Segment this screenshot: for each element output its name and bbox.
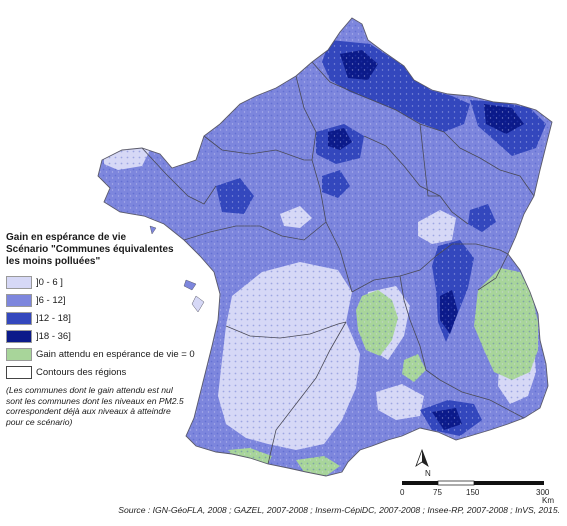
scale-tick-0: 0 — [400, 488, 405, 497]
legend-row: Contours des régions — [6, 364, 246, 380]
scale-tick-300: 300 — [536, 488, 550, 497]
legend-title: Gain en espérance de vie Scénario "Commu… — [6, 232, 174, 267]
north-label: N — [425, 469, 431, 478]
scale-tick-75: 75 — [433, 488, 442, 497]
map-legend: Gain en espérance de vie Scénario "Commu… — [6, 232, 246, 427]
island-re — [183, 279, 197, 291]
north-arrow-icon — [415, 448, 429, 468]
legend-row: Gain attendu en espérance de vie = 0 — [6, 346, 246, 362]
scale-tick-150: 150 — [466, 488, 480, 497]
legend-note: (Les communes dont le gain attendu est n… — [6, 385, 184, 427]
legend-swatch — [6, 311, 32, 325]
legend-classes: ]0 - 6 ] ]6 - 12] ]12 - 18] ]18 - 36] Gain a… — [6, 274, 246, 380]
legend-row: ]12 - 18] — [6, 310, 246, 326]
scale-unit: Km — [542, 496, 554, 504]
legend-swatch — [6, 329, 32, 343]
legend-row: ]18 - 36] — [6, 328, 246, 344]
legend-swatch — [6, 347, 32, 361]
legend-row: ]0 - 6 ] — [6, 274, 246, 290]
island-oleron — [191, 295, 205, 313]
legend-label: ]0 - 6 ] — [36, 276, 63, 288]
legend-label: ]18 - 36] — [36, 330, 71, 342]
france-outline — [97, 17, 553, 477]
legend-label: Contours des régions — [36, 366, 127, 378]
scale-segments — [402, 480, 544, 486]
legend-swatch — [6, 275, 32, 289]
legend-swatch — [6, 293, 32, 307]
source-credit: Source : IGN-GéoFLA, 2008 ; GAZEL, 2007-… — [118, 505, 560, 515]
region-contours — [141, 61, 535, 465]
island-belle-ile — [149, 225, 157, 235]
legend-label: ]12 - 18] — [36, 312, 71, 324]
legend-row: ]6 - 12] — [6, 292, 246, 308]
legend-label: Gain attendu en espérance de vie = 0 — [36, 348, 195, 360]
legend-label: ]6 - 12] — [36, 294, 66, 306]
legend-swatch — [6, 365, 32, 379]
scale-bar: N 0 75 150 300 Km — [396, 448, 556, 505]
